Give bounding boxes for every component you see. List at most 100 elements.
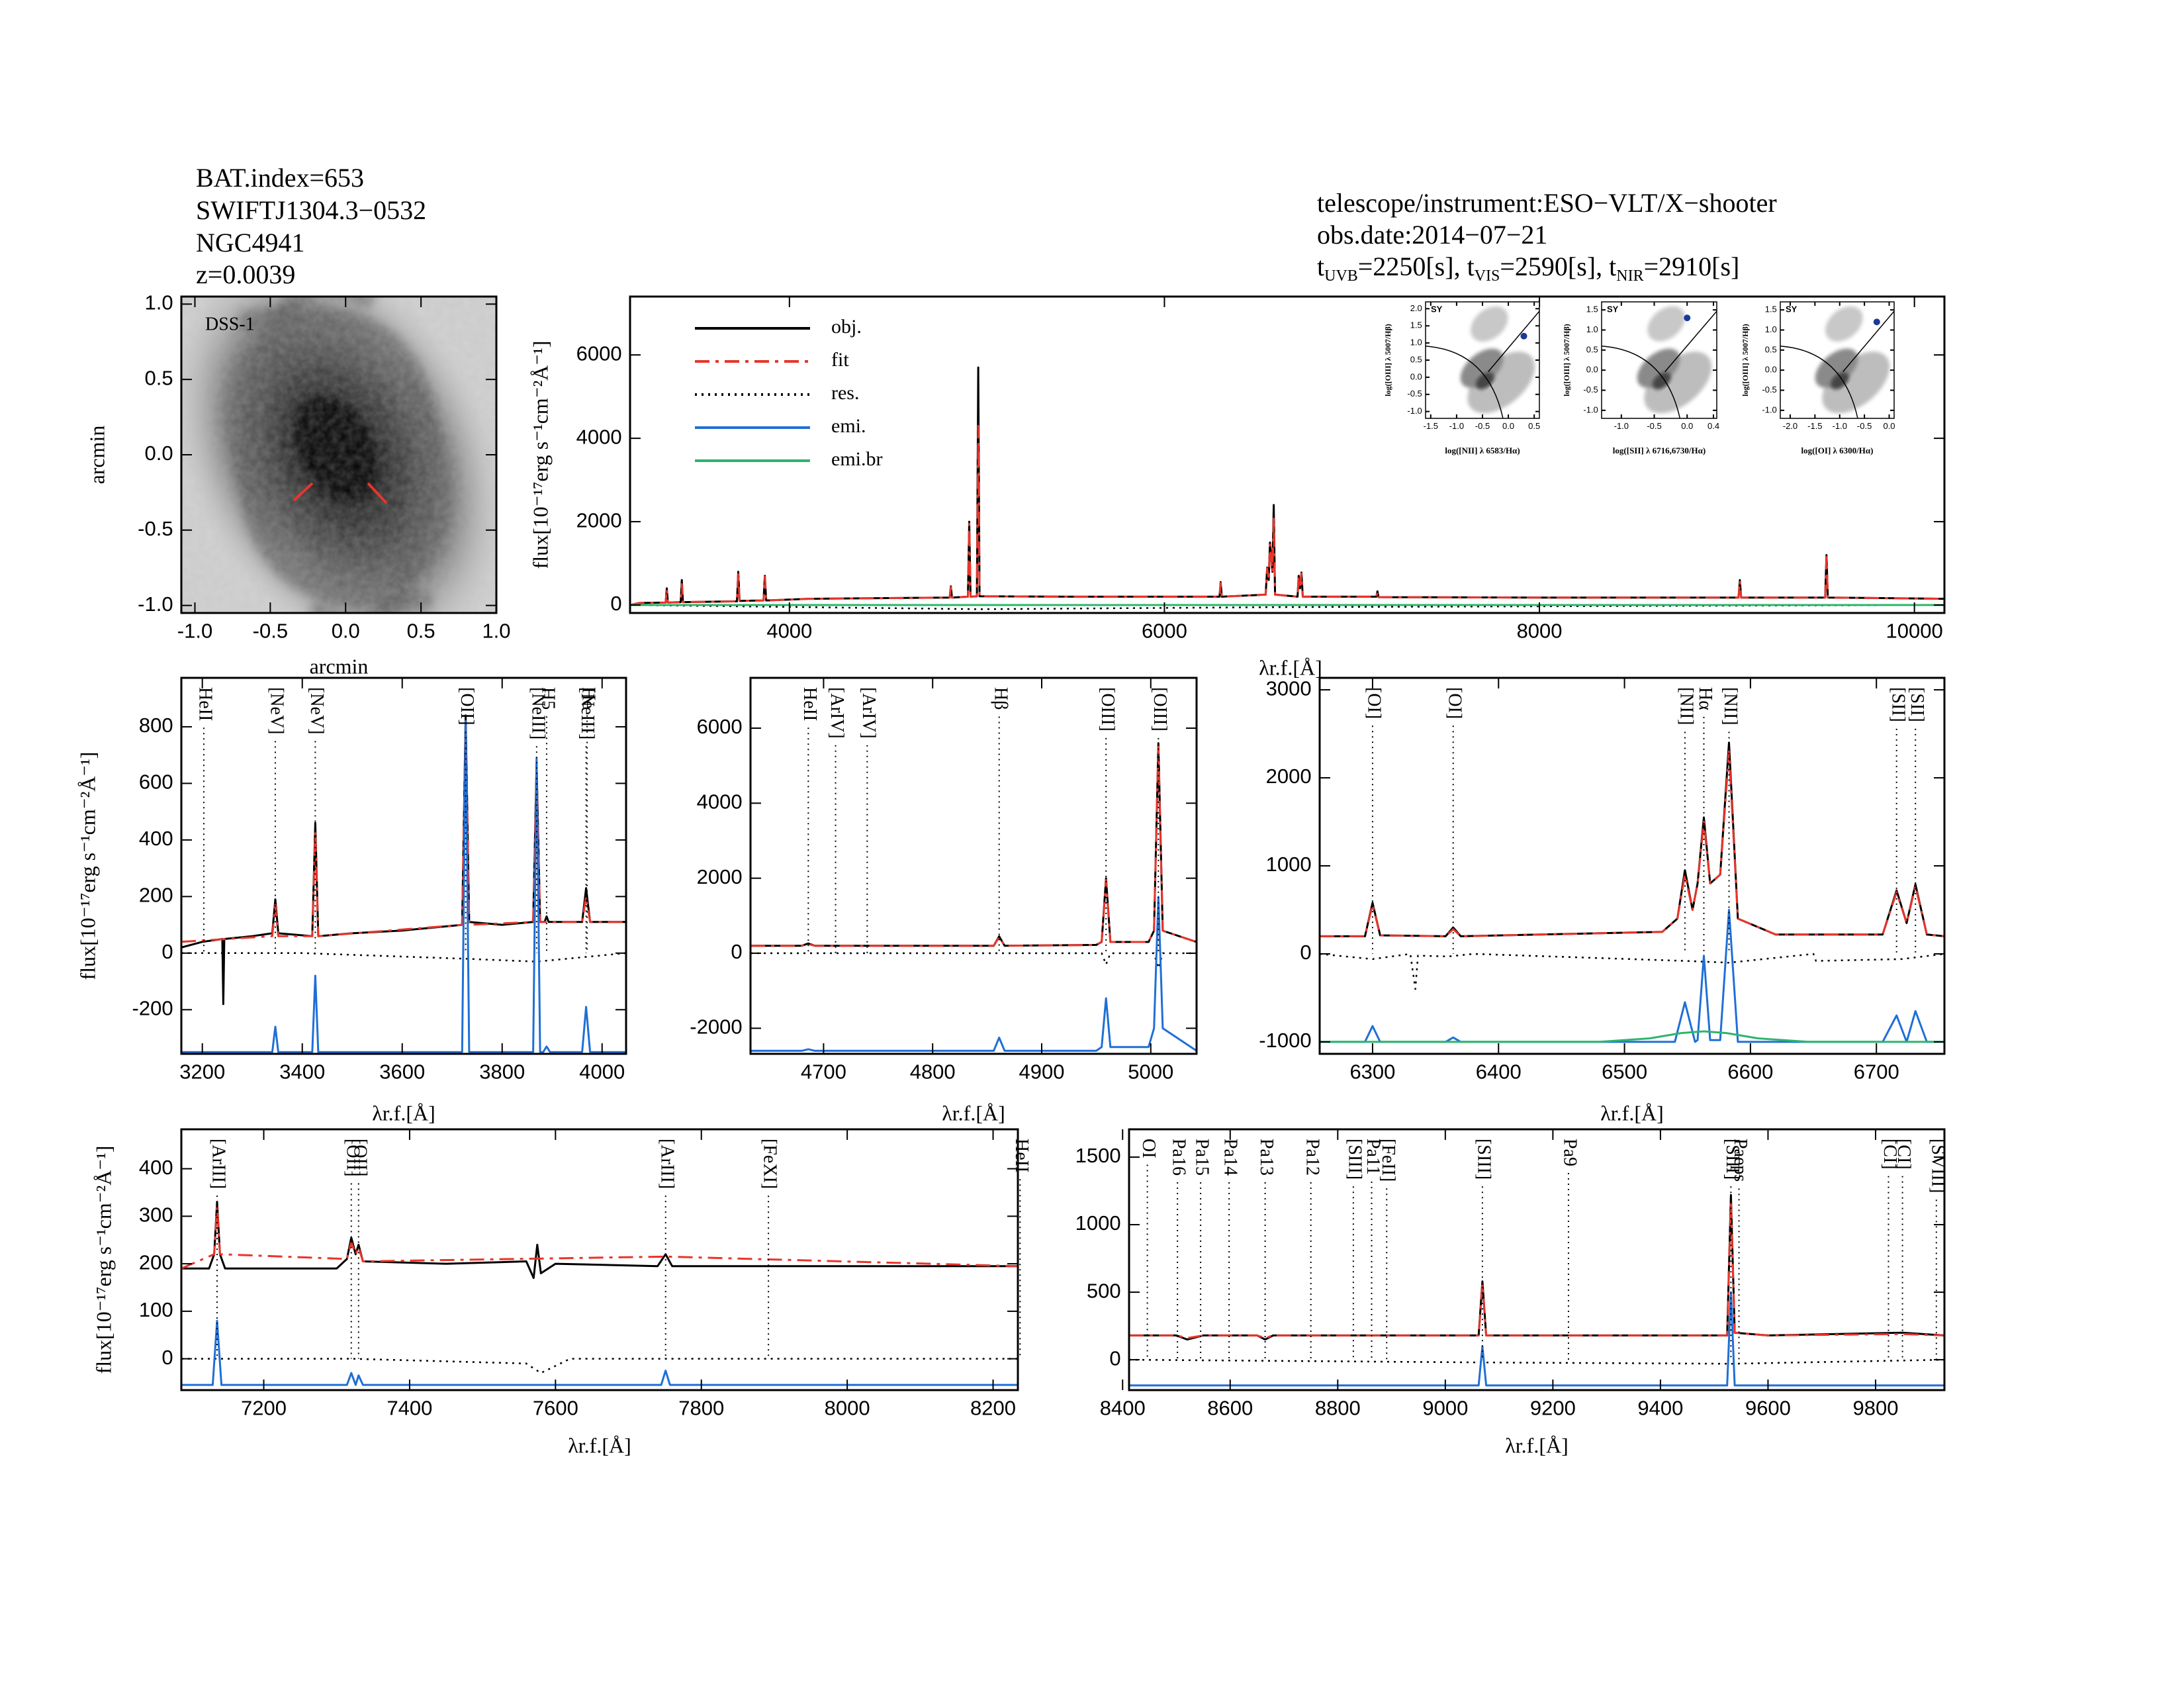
y-axis-label: flux[10⁻¹⁷erg s⁻¹cm⁻²Å⁻¹] [91,1146,115,1374]
image-label: DSS-1 [205,314,255,334]
line-label: [CI] [1880,1139,1900,1170]
line-label: Pa12 [1302,1139,1322,1176]
panel: SY -1.0 -0.5 0.0 0.4 -1.0 -0.5 0.0 0.5 1.0 1.5 log(… [1562,301,1719,455]
x-axis-label: log([OI] λ 6300/Hα) [1801,445,1874,455]
x-tick-label: 9400 [1637,1397,1683,1420]
line-label: [FeXI] [760,1139,780,1189]
y-tick-label: 800 [139,714,173,737]
spectrum-line [751,745,1197,947]
x-tick-label: -1.0 [1833,421,1847,431]
exposure-time: =2910[s] [1644,252,1740,281]
line-label: [OI] [1364,687,1385,719]
plot-area [1129,1194,1944,1387]
density-contour [1644,352,1712,414]
spectrum-line [181,1319,1018,1386]
exposure-time: =2590[s], [1500,252,1609,281]
plot-frame [180,677,627,1055]
x-tick-label: 4800 [910,1060,956,1084]
y-tick-label: 1.0 [1586,324,1598,334]
x-tick-label: -1.0 [1614,421,1629,431]
density-contour [1822,352,1890,414]
header-line: telescope/instrument:ESO−VLT/X−shooter [1317,188,1777,218]
x-tick-label: -0.5 [1475,421,1490,431]
y-tick-label: -0.5 [1762,385,1776,395]
y-tick-label: 0.0 [144,442,173,465]
demarcation-curve [1426,346,1504,418]
y-tick-label: 4000 [697,790,743,814]
y-tick-label: 1500 [1075,1144,1121,1167]
panel: DSS-1 -1.0 -0.5 0.0 0.5 1.0 -1.0 -0.5 0.0 0.5 1.0 a… [85,291,510,679]
y-tick-label: 300 [139,1203,173,1227]
x-tick-label: 3600 [379,1060,425,1084]
y-tick-label: 0.0 [1410,371,1422,381]
y-tick-label: 1.5 [1765,305,1777,314]
x-tick-label: 8800 [1315,1397,1361,1420]
line-label: [SIII] [1344,1139,1365,1180]
y-axis-label: flux[10⁻¹⁷erg s⁻¹cm⁻²Å⁻¹] [75,752,99,980]
legend-label: fit [831,349,849,371]
y-tick-label: 200 [139,1250,173,1274]
line-label: Pa16 [1169,1139,1189,1176]
density-contour [1471,306,1508,342]
line-label: H5 [538,687,559,710]
plot-frame [1128,1128,1946,1391]
x-tick-label: 4000 [766,620,812,643]
plot-area [1780,306,1894,418]
y-tick-label: 0 [161,1346,173,1369]
plot-area [181,714,626,1053]
y-tick-label: 0 [610,592,621,615]
x-tick-label: 3800 [479,1060,525,1084]
density-contour [1830,372,1849,390]
x-tick-label: -0.5 [1647,421,1661,431]
x-tick-label: 6700 [1854,1060,1899,1084]
x-tick-label: -0.5 [253,620,288,643]
y-tick-label: 0 [1300,941,1311,964]
exposure-band: NIR [1616,267,1643,285]
line-label: [OIII] [1097,687,1118,731]
point [1520,332,1527,340]
y-tick-label: -1.0 [138,592,173,616]
density-contour [1467,352,1535,414]
x-tick-label: 8600 [1207,1397,1253,1420]
y-tick-label: 2000 [1266,765,1312,788]
x-tick-label: 6500 [1602,1060,1647,1084]
y-tick-label: 1.5 [1410,320,1422,330]
x-tick-label: -2.0 [1783,421,1797,431]
line-label: Pa11 [1363,1139,1383,1175]
x-tick-label: 7600 [533,1397,578,1420]
x-tick-label: 0.0 [332,620,360,643]
y-tick-label: 3000 [1266,677,1312,700]
line-label: [OIII] [1150,687,1170,731]
plot-background [181,1129,1018,1390]
legend-label: obj. [831,316,862,338]
plot-frame [1780,301,1895,419]
x-tick-label: 8000 [825,1397,870,1420]
spectrum-line [751,896,1197,1052]
panel: obj. fit res. emi. emi.br 4000 6000 8000 10000 0 2… [528,295,1946,679]
point [1873,318,1880,326]
y-tick-label: 1.0 [1765,324,1777,334]
density-contour [1652,372,1671,390]
spectrum-line [1320,953,1944,990]
plot-background [630,297,1944,613]
x-tick-label: 9000 [1422,1397,1468,1420]
plot-frame [629,295,1946,614]
exposure-line: tUVB=2250[s], tVIS=2590[s], tNIR=2910[s] [1317,252,1739,285]
y-tick-label: 0.0 [1586,365,1598,375]
y-tick-label: 0 [731,940,742,963]
y-axis-label: log([OIII] λ 5007/Hβ) [1383,324,1392,397]
header-line: BAT.index=653 [196,163,364,193]
line-label: [NeV] [267,687,287,735]
y-tick-label: 2000 [576,508,622,532]
x-tick-label: 6400 [1476,1060,1522,1084]
header-line: NGC4941 [196,228,304,258]
x-tick-label: 5000 [1128,1060,1173,1084]
y-tick-label: -1000 [1259,1029,1311,1052]
line-label: Pa13 [1256,1139,1277,1176]
exposure-symbol: t [1609,252,1616,281]
demarcation-curve [1602,346,1681,418]
line-label: [ArIII] [208,1139,229,1189]
x-tick-label: 0.5 [407,620,435,643]
x-tick-label: 10000 [1886,620,1943,643]
line-label: [SII] [1888,687,1908,722]
